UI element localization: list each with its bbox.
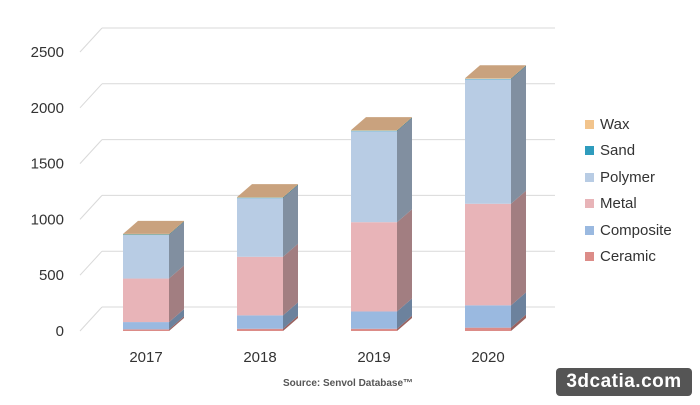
bar-side-composite-2019 xyxy=(397,298,412,329)
legend-label-polymer: Polymer xyxy=(600,168,656,186)
legend-swatch-composite xyxy=(585,225,594,235)
bar-side-ceramic-2017 xyxy=(169,316,184,331)
bar-metal-2020 xyxy=(465,203,511,306)
bar-sand-2018 xyxy=(237,197,283,199)
bar-wax-2020 xyxy=(465,78,511,79)
bar-polymer-2019 xyxy=(351,131,397,223)
gridline-depth-0 xyxy=(79,306,103,332)
legend-swatch-polymer xyxy=(585,172,594,182)
y-tick-label-500: 500 xyxy=(39,267,64,284)
bar-side-ceramic-2020 xyxy=(511,314,526,331)
bar-top-2018 xyxy=(237,184,298,198)
bar-ceramic-2017 xyxy=(123,329,169,331)
bar-metal-2017 xyxy=(123,278,169,323)
legend-label-ceramic: Ceramic xyxy=(600,248,656,265)
chart-source-note: Source: Senvol Database™ xyxy=(283,378,414,389)
bar-side-polymer-2019 xyxy=(397,118,412,223)
bar-side-sand-2020 xyxy=(511,65,526,80)
legend-item-metal: Metal xyxy=(585,195,672,212)
legend-label-metal: Metal xyxy=(600,195,637,212)
legend-item-sand: Sand xyxy=(585,142,672,159)
bar-wax-2017 xyxy=(123,233,169,235)
gridline-depth-1000 xyxy=(79,195,103,220)
bar-sand-2020 xyxy=(465,78,511,80)
legend-item-composite: Composite xyxy=(585,221,672,239)
legend-label-sand: Sand xyxy=(600,142,636,159)
bar-ceramic-2018 xyxy=(237,328,283,331)
bar-side-metal-2018 xyxy=(283,243,298,316)
y-tick-label-1000: 1000 xyxy=(31,211,64,228)
legend-swatch-ceramic xyxy=(585,252,594,261)
legend-item-wax: Wax xyxy=(585,115,672,133)
bar-polymer-2018 xyxy=(237,198,283,257)
bar-side-wax-2017 xyxy=(169,220,184,235)
x-tick-label-2020: 2020 xyxy=(471,349,504,366)
bar-side-polymer-2018 xyxy=(283,185,298,257)
bar-top-2017 xyxy=(123,220,184,234)
bar-side-ceramic-2018 xyxy=(283,315,298,331)
bar-side-ceramic-2019 xyxy=(397,315,412,331)
y-tick-label-1500: 1500 xyxy=(31,156,64,173)
bar-metal-2019 xyxy=(351,222,397,312)
gridline-depth-2500 xyxy=(79,27,103,53)
bar-wax-2018 xyxy=(237,197,283,198)
legend-label-composite: Composite xyxy=(600,221,672,239)
bar-polymer-2017 xyxy=(123,235,169,279)
bar-wax-2019 xyxy=(351,130,397,131)
bar-side-metal-2020 xyxy=(511,190,526,306)
bar-top-2019 xyxy=(351,117,412,131)
bar-side-wax-2018 xyxy=(283,184,298,198)
bar-side-sand-2017 xyxy=(169,221,184,236)
bar-side-composite-2017 xyxy=(169,309,184,330)
chart-legend: Wax Sand Polymer Metal Composite Ceramic xyxy=(585,116,672,265)
bar-composite-2020 xyxy=(465,305,511,328)
bar-side-metal-2019 xyxy=(397,209,412,312)
legend-item-ceramic: Ceramic xyxy=(585,248,672,265)
bar-polymer-2020 xyxy=(465,79,511,204)
bar-side-polymer-2020 xyxy=(511,66,526,204)
gridline-depth-500 xyxy=(79,250,103,276)
bar-composite-2017 xyxy=(123,322,169,330)
bar-side-wax-2019 xyxy=(397,117,412,131)
bar-side-sand-2019 xyxy=(397,117,412,132)
y-tick-label-0: 0 xyxy=(56,323,64,340)
y-tick-label-2500: 2500 xyxy=(31,44,64,61)
x-tick-label-2018: 2018 xyxy=(243,349,276,366)
site-watermark: 3dcatia.com xyxy=(556,368,692,396)
bar-side-polymer-2017 xyxy=(169,222,184,279)
legend-swatch-wax xyxy=(585,119,594,129)
bar-side-composite-2018 xyxy=(283,302,298,329)
legend-item-polymer: Polymer xyxy=(585,168,672,186)
y-tick-label-2000: 2000 xyxy=(31,100,64,117)
legend-swatch-metal xyxy=(585,199,594,208)
bar-sand-2019 xyxy=(351,130,397,132)
legend-swatch-sand xyxy=(585,146,594,155)
gridline-depth-1500 xyxy=(79,139,103,164)
bar-ceramic-2020 xyxy=(465,327,511,331)
bar-top-2020 xyxy=(465,65,526,79)
x-tick-label-2017: 2017 xyxy=(129,349,162,366)
bar-side-metal-2017 xyxy=(169,265,184,323)
bar-composite-2018 xyxy=(237,315,283,329)
bar-sand-2017 xyxy=(123,234,169,236)
bar-metal-2018 xyxy=(237,256,283,316)
x-tick-label-2019: 2019 xyxy=(357,349,390,366)
bar-side-sand-2018 xyxy=(283,184,298,199)
bar-side-wax-2020 xyxy=(511,65,526,79)
bar-side-composite-2020 xyxy=(511,292,526,328)
bar-ceramic-2019 xyxy=(351,328,397,331)
bar-composite-2019 xyxy=(351,311,397,329)
gridline-depth-2000 xyxy=(79,83,103,109)
legend-label-wax: Wax xyxy=(600,115,630,133)
